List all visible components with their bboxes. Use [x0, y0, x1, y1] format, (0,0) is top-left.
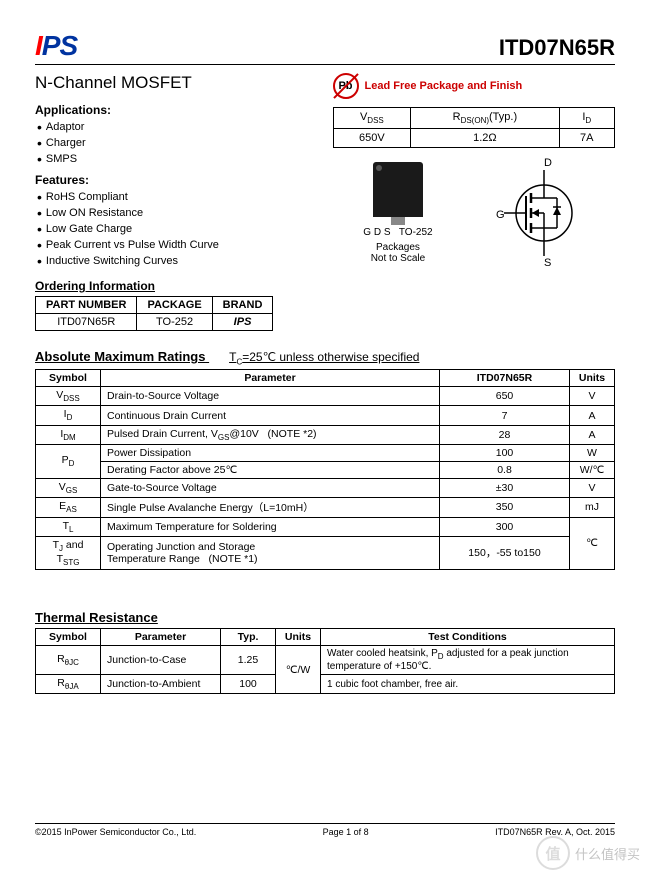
table-row: Derating Factor above 25℃0.8W/℃ — [36, 461, 615, 478]
company-logo: IPS — [35, 30, 77, 62]
product-subtitle: N-Channel MOSFET — [35, 73, 318, 93]
lead-free-text: Lead Free Package and Finish — [365, 80, 523, 92]
feature-item: Low Gate Charge — [35, 221, 318, 237]
table-row: IDContinuous Drain Current7A — [36, 406, 615, 425]
feature-item: Low ON Resistance — [35, 205, 318, 221]
table-row: IDMPulsed Drain Current, VGS@10V (NOTE *… — [36, 425, 615, 444]
application-item: Adaptor — [35, 119, 318, 135]
table-row: RθJAJunction-to-Ambient1001 cubic foot c… — [36, 675, 615, 694]
source-watermark: 值 什么值得买 — [536, 836, 640, 870]
package-diagram: G D S TO-252 Packages Not to Scale D G S — [333, 158, 616, 268]
table-row: EASSingle Pulse Avalanche Energy（L=10mH）… — [36, 497, 615, 517]
page-number: Page 1 of 8 — [323, 827, 369, 837]
application-item: SMPS — [35, 151, 318, 167]
page-footer: ©2015 InPower Semiconductor Co., Ltd. Pa… — [35, 823, 615, 837]
pb-free-icon: Pb — [333, 73, 359, 99]
svg-text:G: G — [496, 209, 505, 221]
features-list: RoHS CompliantLow ON ResistanceLow Gate … — [35, 189, 318, 269]
abs-max-ratings-table: SymbolParameterITD07N65RUnits VDSSDrain-… — [35, 369, 615, 570]
feature-item: Inductive Switching Curves — [35, 253, 318, 269]
lead-free-badge: Pb Lead Free Package and Finish — [333, 73, 616, 99]
feature-item: RoHS Compliant — [35, 189, 318, 205]
table-row: RθJCJunction-to-Case1.25℃/WWater cooled … — [36, 646, 615, 675]
table-row: PDPower Dissipation100W — [36, 444, 615, 461]
table-row: VDSSDrain-to-Source Voltage650V — [36, 387, 615, 406]
ordering-heading: Ordering Information — [35, 279, 318, 293]
part-number-title: ITD07N65R — [499, 35, 615, 61]
table-row: TJ and TSTGOperating Junction and Storag… — [36, 536, 615, 569]
table-row: VGSGate-to-Source Voltage±30V — [36, 478, 615, 497]
applications-list: AdaptorChargerSMPS — [35, 119, 318, 167]
not-to-scale-note: Packages Not to Scale — [363, 242, 432, 264]
mosfet-symbol: D G S — [494, 158, 584, 268]
table-row: TLMaximum Temperature for Soldering300℃ — [36, 517, 615, 536]
copyright-text: ©2015 InPower Semiconductor Co., Ltd. — [35, 827, 196, 837]
key-specs-table: VDSSRDS(ON)(Typ.)ID 650V1.2Ω7A — [333, 107, 616, 148]
thermal-heading: Thermal Resistance — [35, 610, 615, 625]
features-heading: Features: — [35, 173, 318, 187]
application-item: Charger — [35, 135, 318, 151]
svg-text:S: S — [544, 257, 551, 268]
thermal-resistance-table: SymbolParameterTyp.UnitsTest Conditions … — [35, 628, 615, 694]
applications-heading: Applications: — [35, 103, 318, 117]
ordering-table: PART NUMBERPACKAGEBRAND ITD07N65RTO-252I… — [35, 296, 273, 331]
feature-item: Peak Current vs Pulse Width Curve — [35, 237, 318, 253]
svg-text:D: D — [544, 158, 552, 169]
abs-max-heading: Absolute Maximum Ratings TC=25℃ unless o… — [35, 349, 615, 366]
